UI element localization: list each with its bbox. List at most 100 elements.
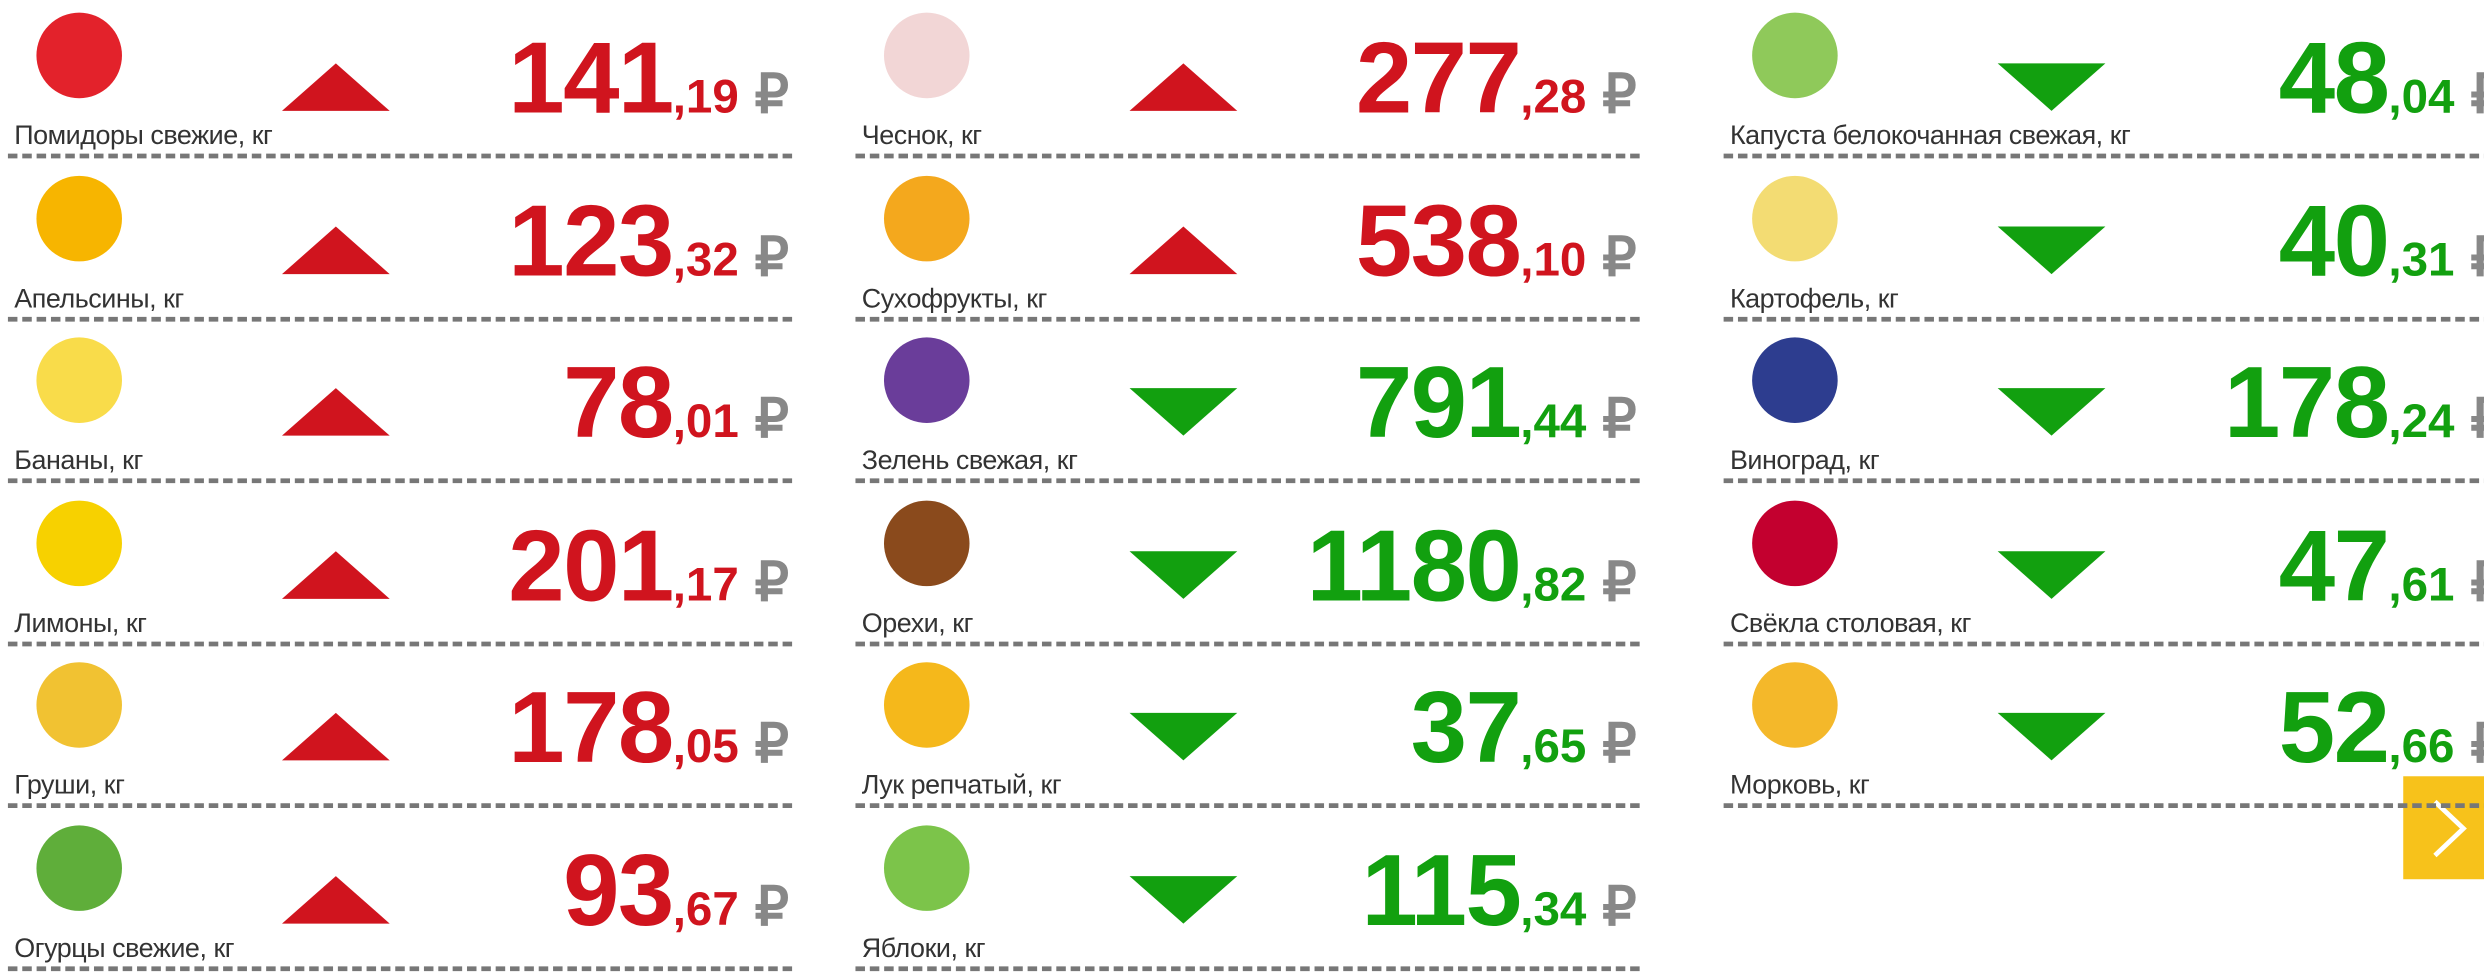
arrow-shape: [1129, 225, 1238, 274]
price-integer: 40: [2278, 182, 2390, 298]
product-icon: [1752, 175, 1838, 261]
product-name: Груши, кг: [14, 769, 125, 801]
arrow-up: [281, 225, 390, 274]
price-integer: 1180: [1306, 507, 1522, 622]
price-integer: 178: [508, 670, 674, 785]
arrow-shape: [281, 550, 390, 599]
product-name: Морковь, кг: [1729, 769, 1870, 801]
arrow-shape: [1997, 63, 2106, 111]
price-row: Виноград, кг 178,24 ₽: [1723, 325, 2484, 488]
price-row: Сухофрукты, кг 538,10 ₽: [855, 162, 1640, 325]
price-row: Морковь, кг 52,66 ₽: [1723, 650, 2484, 813]
dashed-divider: [855, 640, 1640, 646]
product-name: Зелень свежая, кг: [861, 445, 1078, 476]
product-name: Сухофрукты, кг: [861, 282, 1048, 313]
price-integer: 52: [2278, 670, 2390, 785]
price-decimal: ,19: [672, 71, 739, 124]
product-icon: [36, 499, 122, 586]
product-name: Огурцы свежие, кг: [14, 932, 235, 963]
arrow-shape: [1997, 225, 2106, 274]
arrow-down: [1997, 63, 2106, 111]
currency: ₽: [754, 227, 789, 288]
price: 93,67 ₽: [563, 831, 789, 948]
price-integer: 115: [1361, 832, 1521, 947]
arrow-up: [281, 388, 390, 436]
product-name: Орехи, кг: [861, 607, 974, 638]
price: 123,32 ₽: [508, 181, 789, 298]
arrow-shape: [1129, 550, 1238, 599]
product-icon: [883, 499, 970, 586]
price-row: Помидоры свежие, кг 141,19 ₽: [7, 0, 793, 163]
arrow-down: [1129, 550, 1238, 599]
product-name: Капуста белокочанная свежая, кг: [1729, 120, 2131, 151]
arrow-shape: [1129, 63, 1238, 111]
arrow-shape: [281, 225, 390, 274]
currency: ₽: [754, 552, 789, 613]
dashed-divider: [1723, 640, 2484, 646]
product-icon: [36, 175, 122, 261]
price: 37,65 ₽: [1411, 669, 1637, 786]
price: 47,61 ₽: [2279, 506, 2484, 623]
currency: ₽: [754, 876, 789, 938]
product-icon: [36, 12, 122, 99]
dashed-divider: [1723, 316, 2484, 321]
price-row: Яблоки, кг 115,34 ₽: [855, 812, 1640, 975]
arrow-down: [1129, 712, 1238, 761]
currency: ₽: [754, 714, 789, 775]
currency: ₽: [754, 64, 789, 126]
price-decimal: ,10: [1520, 233, 1587, 286]
product-icon: [883, 12, 970, 99]
product-icon: [1752, 499, 1838, 586]
price-decimal: ,01: [672, 396, 739, 449]
price: 178,05 ₽: [508, 669, 789, 786]
price-integer: 178: [2223, 345, 2390, 460]
price-integer: 78: [563, 345, 674, 460]
price: 538,10 ₽: [1356, 181, 1637, 298]
dashed-divider: [855, 153, 1640, 159]
dashed-divider: [7, 640, 793, 646]
arrow-down: [1997, 388, 2106, 436]
arrow-shape: [1129, 875, 1238, 923]
arrow-up: [281, 875, 390, 923]
arrow-shape: [1997, 388, 2106, 436]
price-row: Чеснок, кг 277,28 ₽: [855, 0, 1640, 163]
arrow-down: [1997, 225, 2106, 274]
arrow-shape: [281, 712, 390, 761]
price-integer: 48: [2278, 20, 2390, 135]
price-integer: 277: [1355, 20, 1522, 135]
product-name: Чеснок, кг: [861, 120, 982, 151]
dashed-divider: [1723, 803, 2484, 808]
product-icon: [36, 824, 122, 911]
price: 791,44 ₽: [1356, 344, 1637, 461]
currency: ₽: [2470, 551, 2484, 614]
price-row: Лук репчатый, кг 37,65 ₽: [855, 650, 1640, 813]
price: 1180,82 ₽: [1307, 506, 1637, 623]
arrow-down: [1129, 388, 1238, 436]
price-row: Огурцы свежие, кг 93,67 ₽: [7, 812, 793, 975]
next-button[interactable]: [2403, 776, 2484, 880]
product-name: Бананы, кг: [14, 445, 143, 476]
product-name: Яблоки, кг: [861, 932, 986, 963]
price: 52,66 ₽: [2279, 669, 2484, 786]
currency: ₽: [1602, 714, 1637, 775]
price: 40,31 ₽: [2279, 181, 2484, 298]
price: 78,01 ₽: [563, 344, 789, 461]
product-name: Картофель, кг: [1729, 282, 1899, 313]
price-decimal: ,61: [2388, 558, 2455, 611]
dashed-divider: [7, 478, 793, 484]
price-decimal: ,66: [2388, 720, 2455, 774]
price-integer: 201: [508, 507, 674, 622]
currency: ₽: [2470, 226, 2484, 289]
price-decimal: ,67: [672, 883, 739, 936]
arrow-down: [1997, 550, 2106, 599]
price-decimal: ,24: [2388, 396, 2455, 449]
price-decimal: ,82: [1520, 558, 1587, 611]
currency: ₽: [2470, 63, 2484, 126]
product-icon: [1752, 662, 1838, 748]
price: 277,28 ₽: [1356, 19, 1637, 136]
arrow-up: [1129, 63, 1238, 111]
dashed-divider: [855, 316, 1640, 321]
price-decimal: ,28: [1520, 71, 1587, 124]
dashed-divider: [855, 478, 1640, 484]
